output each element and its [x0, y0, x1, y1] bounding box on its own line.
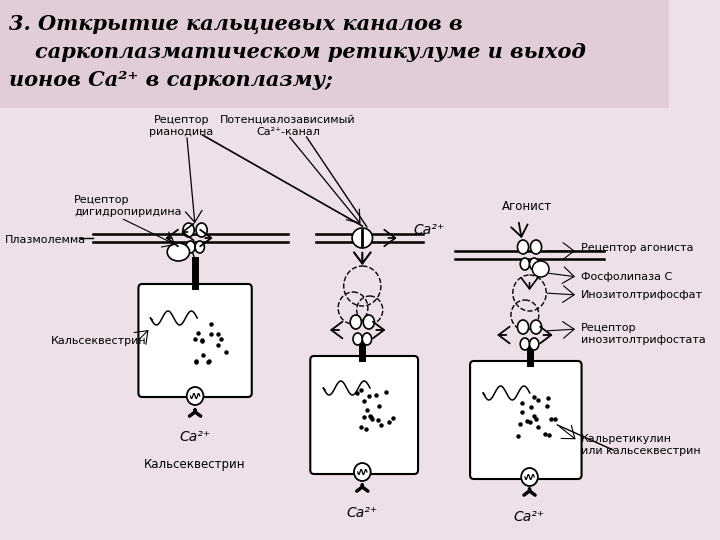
- Ellipse shape: [518, 240, 528, 254]
- Ellipse shape: [529, 338, 539, 350]
- FancyBboxPatch shape: [138, 284, 252, 397]
- Ellipse shape: [362, 333, 372, 345]
- FancyBboxPatch shape: [0, 0, 669, 108]
- Ellipse shape: [183, 223, 194, 237]
- FancyBboxPatch shape: [470, 361, 582, 479]
- Text: Рецептор
рианодина: Рецептор рианодина: [149, 115, 213, 137]
- Text: Фосфолипаза C: Фосфолипаза C: [580, 272, 672, 282]
- Text: Ca²⁺: Ca²⁺: [413, 223, 445, 237]
- Ellipse shape: [195, 241, 204, 253]
- Ellipse shape: [531, 240, 541, 254]
- Text: Рецептор
инозитолтрифостата: Рецептор инозитолтрифостата: [580, 323, 706, 345]
- Circle shape: [186, 387, 204, 405]
- Ellipse shape: [196, 223, 207, 237]
- Text: Ca²⁺: Ca²⁺: [347, 506, 378, 520]
- Text: Ca²⁺: Ca²⁺: [179, 430, 211, 444]
- Text: Ca²⁺: Ca²⁺: [514, 510, 545, 524]
- Ellipse shape: [167, 243, 189, 261]
- Ellipse shape: [532, 261, 549, 277]
- Ellipse shape: [518, 320, 528, 334]
- Ellipse shape: [521, 338, 529, 350]
- Ellipse shape: [521, 258, 529, 270]
- Text: Агонист: Агонист: [502, 200, 552, 213]
- Text: Плазмолемма: Плазмолемма: [4, 235, 86, 245]
- Ellipse shape: [529, 258, 539, 270]
- Ellipse shape: [352, 228, 372, 248]
- Ellipse shape: [353, 333, 362, 345]
- Text: Потенциалозависимый
Ca²⁺-канал: Потенциалозависимый Ca²⁺-канал: [220, 115, 356, 137]
- Text: 3. Открытие кальциевых каналов в: 3. Открытие кальциевых каналов в: [9, 14, 463, 34]
- Text: Рецептор
дигидропиридина: Рецептор дигидропиридина: [74, 195, 182, 217]
- Text: Кальретикулин
или кальсеквестрин: Кальретикулин или кальсеквестрин: [580, 434, 701, 456]
- Circle shape: [521, 468, 538, 486]
- Text: ионов Ca²⁺ в саркоплазму;: ионов Ca²⁺ в саркоплазму;: [9, 70, 333, 90]
- Text: Кальсеквестрин: Кальсеквестрин: [51, 336, 147, 346]
- Text: Кальсеквестрин: Кальсеквестрин: [144, 458, 246, 471]
- Ellipse shape: [186, 241, 195, 253]
- Text: Рецептор агониста: Рецептор агониста: [580, 243, 693, 253]
- Ellipse shape: [363, 315, 374, 329]
- Circle shape: [354, 463, 371, 481]
- Ellipse shape: [531, 320, 541, 334]
- Text: Инозитолтрифосфат: Инозитолтрифосфат: [580, 290, 703, 300]
- Text: саркоплазматическом ретикулуме и выход: саркоплазматическом ретикулуме и выход: [35, 42, 586, 62]
- Ellipse shape: [350, 315, 361, 329]
- FancyBboxPatch shape: [310, 356, 418, 474]
